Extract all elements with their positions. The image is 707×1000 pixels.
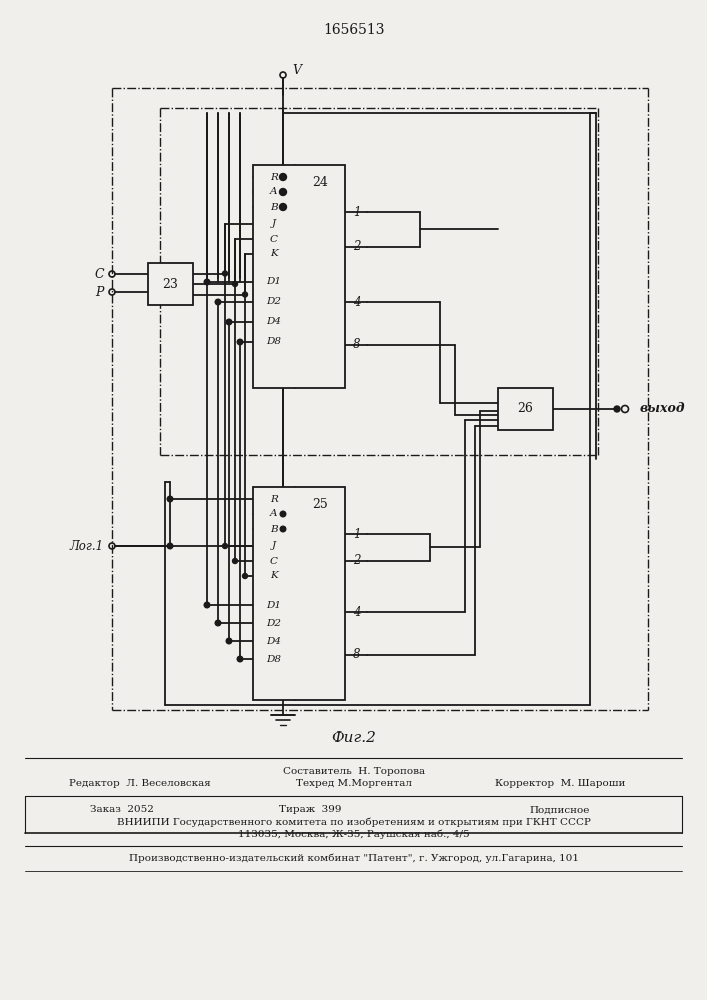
Text: 1: 1 xyxy=(353,528,361,540)
Text: J: J xyxy=(272,220,276,229)
Text: R: R xyxy=(270,494,278,504)
Text: 2: 2 xyxy=(353,554,361,568)
Text: 8: 8 xyxy=(353,648,361,662)
Circle shape xyxy=(223,544,228,548)
Text: 1: 1 xyxy=(353,206,361,219)
Text: 1656513: 1656513 xyxy=(323,23,385,37)
Text: D2: D2 xyxy=(267,618,281,628)
Text: D8: D8 xyxy=(267,654,281,664)
Text: D2: D2 xyxy=(267,298,281,306)
Text: 2: 2 xyxy=(353,240,361,253)
Text: B: B xyxy=(270,524,278,534)
Text: Фиг.2: Фиг.2 xyxy=(332,731,376,745)
Circle shape xyxy=(279,188,286,196)
Text: J: J xyxy=(272,542,276,550)
Text: 8: 8 xyxy=(353,338,361,352)
Text: D4: D4 xyxy=(267,637,281,646)
Text: K: K xyxy=(270,572,278,580)
Text: P: P xyxy=(95,286,104,298)
Circle shape xyxy=(226,319,232,325)
Text: D8: D8 xyxy=(267,338,281,347)
Text: V: V xyxy=(292,64,301,77)
Text: 26: 26 xyxy=(518,402,534,416)
Text: D1: D1 xyxy=(267,277,281,286)
Text: A: A xyxy=(270,188,278,196)
Circle shape xyxy=(243,292,247,297)
Text: ВНИИПИ Государственного комитета по изобретениям и открытиям при ГКНТ СССР: ВНИИПИ Государственного комитета по изоб… xyxy=(117,817,591,827)
Text: 113035, Москва, Ж-35, Раушская наб., 4/5: 113035, Москва, Ж-35, Раушская наб., 4/5 xyxy=(238,829,470,839)
Text: Корректор  М. Шароши: Корректор М. Шароши xyxy=(495,780,625,788)
Circle shape xyxy=(167,543,173,549)
Text: выход: выход xyxy=(640,402,686,416)
Text: C: C xyxy=(270,234,278,243)
Text: C: C xyxy=(94,267,104,280)
Bar xyxy=(498,388,553,430)
Circle shape xyxy=(215,299,221,305)
Circle shape xyxy=(238,656,243,662)
Circle shape xyxy=(614,406,620,412)
Circle shape xyxy=(279,174,286,180)
Circle shape xyxy=(226,638,232,644)
Circle shape xyxy=(233,282,238,286)
Text: D4: D4 xyxy=(267,318,281,326)
Text: 4: 4 xyxy=(353,605,361,618)
Bar xyxy=(148,263,193,305)
Text: Подписное: Подписное xyxy=(530,806,590,814)
Circle shape xyxy=(167,496,173,502)
Text: R: R xyxy=(270,172,278,182)
Text: C: C xyxy=(270,556,278,566)
Text: Тираж  399: Тираж 399 xyxy=(279,806,341,814)
Circle shape xyxy=(204,279,210,285)
Text: 24: 24 xyxy=(312,176,328,190)
Circle shape xyxy=(238,339,243,345)
Circle shape xyxy=(223,271,228,276)
Circle shape xyxy=(204,602,210,608)
Bar xyxy=(253,487,345,700)
Text: K: K xyxy=(270,249,278,258)
Circle shape xyxy=(233,558,238,564)
Text: Составитель  Н. Торопова: Составитель Н. Торопова xyxy=(283,766,425,776)
Text: Заказ  2052: Заказ 2052 xyxy=(90,806,154,814)
Circle shape xyxy=(280,526,286,532)
Text: Производственно-издательский комбинат "Патент", г. Ужгород, ул.Гагарина, 101: Производственно-издательский комбинат "П… xyxy=(129,853,579,863)
Text: B: B xyxy=(270,202,278,212)
Text: 25: 25 xyxy=(312,498,328,512)
Circle shape xyxy=(280,511,286,517)
Circle shape xyxy=(215,620,221,626)
Text: D1: D1 xyxy=(267,600,281,609)
Bar xyxy=(253,165,345,388)
Text: Лог.1: Лог.1 xyxy=(70,540,104,552)
Text: Техред М.Моргентал: Техред М.Моргентал xyxy=(296,780,412,788)
Text: 4: 4 xyxy=(353,296,361,308)
Circle shape xyxy=(243,574,247,578)
Text: 23: 23 xyxy=(163,277,178,290)
Circle shape xyxy=(279,204,286,211)
Text: Редактор  Л. Веселовская: Редактор Л. Веселовская xyxy=(69,780,211,788)
Text: A: A xyxy=(270,510,278,518)
